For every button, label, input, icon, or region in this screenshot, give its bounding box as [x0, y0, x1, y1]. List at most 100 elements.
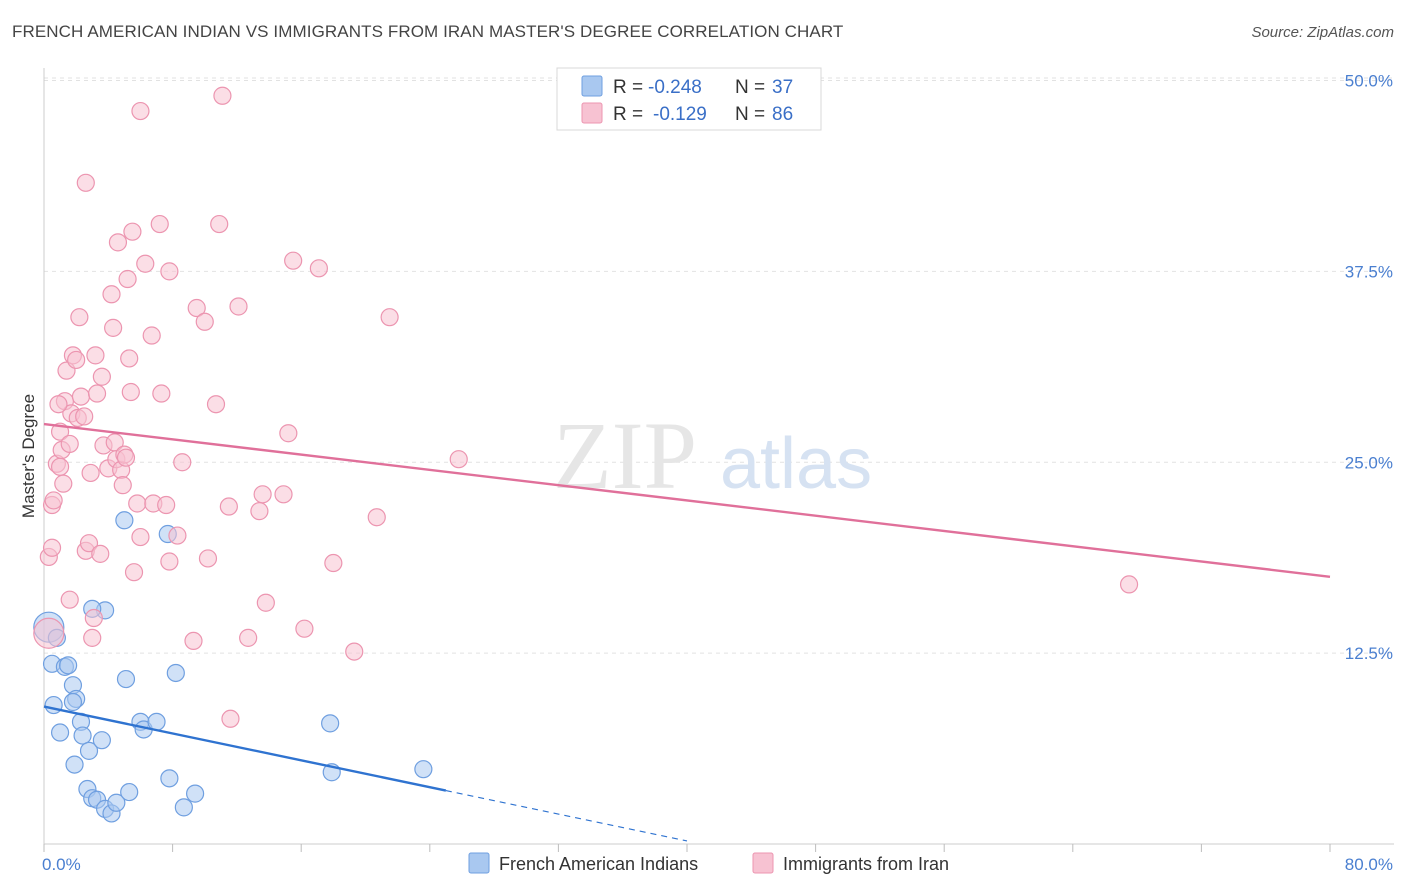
watermark: ZIP atlas	[553, 402, 872, 509]
watermark-atlas: atlas	[720, 424, 872, 504]
source-label: Source: ZipAtlas.com	[1251, 24, 1394, 41]
point-immigrants-from-iran-76	[345, 642, 364, 661]
point-french-american-indians-36	[414, 760, 433, 779]
point-immigrants-from-iran-73	[295, 619, 314, 638]
point-french-american-indians-4	[59, 656, 78, 675]
point-french-american-indians-27	[186, 784, 205, 803]
legend-r-label-1: R =	[613, 77, 643, 98]
point-immigrants-from-iran-37	[113, 476, 132, 495]
legend-label-french-american-indians: French American Indians	[499, 854, 698, 874]
x-tick-label-0: 0.0%	[42, 855, 81, 874]
point-immigrants-from-iran-70	[274, 485, 293, 504]
y-tick-label-2: 37.5%	[1345, 262, 1393, 281]
point-french-american-indians-34	[321, 714, 340, 733]
x-tick-label-1: 80.0%	[1345, 855, 1393, 874]
axes	[43, 68, 1394, 845]
series-immigrants-from-iran	[33, 86, 1139, 728]
trend-lines	[43, 422, 1331, 842]
point-immigrants-from-iran-57	[184, 631, 203, 651]
point-immigrants-from-iran-31	[102, 285, 121, 304]
point-immigrants-from-iran-21	[79, 534, 99, 553]
legend-swatch-blue	[581, 75, 603, 97]
correlation-legend: R = -0.248 N = 37 R = -0.129 N = 86	[556, 67, 822, 131]
point-immigrants-from-iran-43	[123, 222, 142, 241]
point-french-american-indians-10	[73, 726, 92, 745]
point-immigrants-from-iran-53	[160, 262, 179, 281]
grid-lines	[44, 77, 1394, 654]
point-french-american-indians-14	[65, 755, 84, 774]
point-immigrants-from-iran-58	[187, 298, 206, 318]
y-tick-labels: 12.5% 25.0% 37.5% 50.0%	[1345, 72, 1393, 664]
point-immigrants-from-iran-60	[198, 549, 218, 568]
series-legend: French American Indians Immigrants from …	[468, 852, 949, 874]
point-french-american-indians-25	[160, 769, 179, 788]
point-french-american-indians-30	[115, 511, 134, 530]
trend-line-extension-0	[445, 789, 688, 842]
point-immigrants-from-iran-79	[449, 450, 468, 469]
point-immigrants-from-iran-44	[124, 563, 144, 582]
point-immigrants-from-iran-50	[150, 214, 169, 234]
point-french-american-indians-12	[79, 741, 99, 760]
y-tick-label-1: 25.0%	[1345, 453, 1393, 472]
point-immigrants-from-iran-4	[44, 491, 63, 510]
legend-n-value-1: 37	[772, 77, 793, 98]
point-immigrants-from-iran-77	[367, 508, 386, 527]
y-tick-label-3: 50.0%	[1345, 72, 1393, 91]
point-immigrants-from-iran-18	[71, 387, 91, 406]
point-immigrants-from-iran-81	[213, 86, 232, 105]
point-immigrants-from-iran-55	[168, 526, 187, 545]
point-french-american-indians-28	[166, 663, 185, 683]
x-ticks	[43, 844, 1331, 852]
point-immigrants-from-iran-61	[206, 395, 226, 414]
y-axis-label: Master's Degree	[19, 394, 38, 518]
point-immigrants-from-iran-27	[91, 544, 110, 563]
point-immigrants-from-iran-52	[157, 495, 176, 515]
point-immigrants-from-iran-82	[76, 173, 95, 192]
legend-label-immigrants-from-iran: Immigrants from Iran	[783, 854, 949, 874]
point-immigrants-from-iran-42	[121, 382, 140, 402]
legend-n-value-2: 86	[772, 104, 793, 125]
point-immigrants-from-iran-83	[1119, 575, 1139, 594]
point-immigrants-from-iran-66	[239, 628, 258, 647]
legend-swatch-french-american-indians	[468, 852, 490, 874]
point-french-american-indians-33	[116, 669, 136, 689]
point-immigrants-from-iran-40	[118, 269, 137, 289]
point-french-american-indians-26	[174, 798, 193, 817]
point-immigrants-from-iran-64	[221, 709, 240, 728]
point-immigrants-from-iran-85	[60, 590, 79, 609]
point-immigrants-from-iran-26	[87, 384, 107, 403]
point-immigrants-from-iran-78	[380, 308, 399, 327]
legend-r-value-2: -0.129	[653, 104, 707, 125]
point-immigrants-from-iran-19	[75, 407, 94, 426]
legend-swatch-pink	[581, 102, 603, 124]
point-immigrants-from-iran-56	[173, 453, 192, 472]
watermark-zip: ZIP	[553, 402, 697, 509]
point-immigrants-from-iran-23	[83, 628, 102, 647]
point-immigrants-from-iran-48	[142, 326, 161, 345]
point-immigrants-from-iran-45	[128, 494, 147, 513]
x-tick-labels: 0.0% 80.0%	[42, 855, 1393, 874]
point-immigrants-from-iran-17	[70, 308, 89, 327]
legend-swatch-immigrants-from-iran	[752, 852, 774, 874]
point-immigrants-from-iran-12	[60, 434, 79, 454]
point-immigrants-from-iran-71	[279, 424, 298, 443]
trend-line-1	[43, 422, 1331, 578]
legend-n-label-1: N =	[735, 77, 765, 98]
chart-title: FRENCH AMERICAN INDIAN VS IMMIGRANTS FRO…	[12, 22, 844, 41]
point-immigrants-from-iran-68	[253, 485, 272, 504]
point-immigrants-from-iran-15	[67, 350, 86, 370]
point-immigrants-from-iran-65	[229, 297, 248, 316]
point-immigrants-from-iran-25	[86, 346, 105, 365]
point-immigrants-from-iran-74	[309, 259, 328, 278]
point-immigrants-from-iran-35	[108, 233, 128, 252]
point-immigrants-from-iran-72	[284, 251, 303, 270]
point-immigrants-from-iran-9	[54, 474, 73, 493]
point-french-american-indians-20	[107, 793, 126, 812]
trend-line-0	[43, 705, 447, 792]
point-french-american-indians-13	[92, 731, 111, 750]
legend-r-value-1: -0.248	[648, 77, 702, 98]
point-french-american-indians-8	[63, 692, 83, 712]
point-immigrants-from-iran-32	[104, 318, 123, 337]
point-immigrants-from-iran-47	[136, 254, 155, 273]
